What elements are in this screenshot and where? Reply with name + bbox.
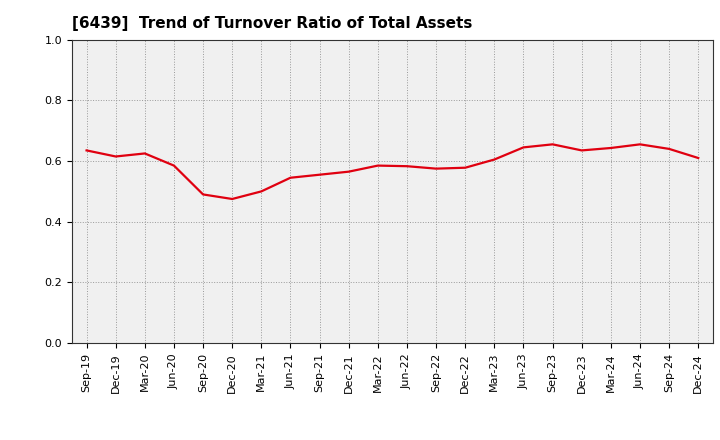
Text: [6439]  Trend of Turnover Ratio of Total Assets: [6439] Trend of Turnover Ratio of Total … <box>72 16 472 32</box>
